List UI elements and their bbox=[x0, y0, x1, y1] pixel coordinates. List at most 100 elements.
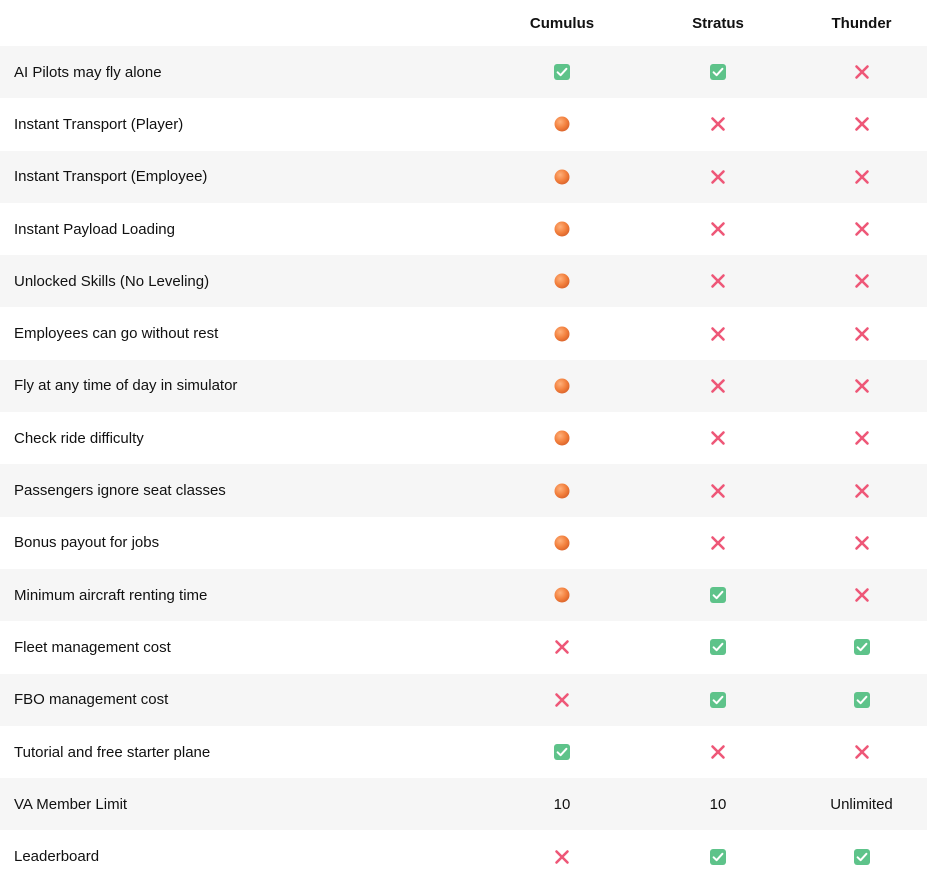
table-row: Unlocked Skills (No Leveling) bbox=[0, 255, 927, 308]
table-row: Passengers ignore seat classes bbox=[0, 464, 927, 517]
cross-icon bbox=[854, 745, 869, 759]
cell-thunder bbox=[796, 377, 927, 395]
cell-cumulus bbox=[484, 220, 640, 238]
cross-icon bbox=[555, 849, 569, 864]
feature-label: Passengers ignore seat classes bbox=[14, 482, 226, 500]
cross-icon bbox=[854, 588, 869, 602]
table-header-row: Cumulus Stratus Thunder bbox=[0, 0, 927, 46]
feature-label: Fleet management cost bbox=[14, 638, 171, 656]
cross-icon bbox=[711, 117, 725, 132]
table-row: Tutorial and free starter plane bbox=[0, 726, 927, 778]
feature-label: Leaderboard bbox=[14, 848, 100, 866]
cell-stratus bbox=[640, 534, 796, 552]
cell-value: Unlimited bbox=[830, 795, 893, 813]
table-row: Fleet management cost bbox=[0, 621, 927, 673]
cell-cumulus bbox=[484, 63, 640, 81]
cell-stratus bbox=[640, 482, 796, 500]
cell-thunder bbox=[796, 691, 927, 709]
cross-icon bbox=[854, 274, 869, 289]
cross-icon bbox=[854, 536, 869, 550]
cell-cumulus: 10 bbox=[484, 796, 640, 813]
cross-icon bbox=[555, 640, 569, 655]
table-row: AI Pilots may fly alone bbox=[0, 46, 927, 99]
orange-circle-icon bbox=[554, 378, 570, 394]
cell-thunder bbox=[796, 168, 927, 186]
orange-circle-icon bbox=[554, 430, 570, 446]
feature-label: FBO management cost bbox=[14, 691, 169, 709]
cell-thunder: Unlimited bbox=[796, 796, 927, 813]
cell-stratus bbox=[640, 691, 796, 709]
feature-label: Instant Payload Loading bbox=[14, 220, 175, 238]
feature-label: Check ride difficulty bbox=[14, 429, 144, 447]
cell-stratus bbox=[640, 429, 796, 447]
feature-label: VA Member Limit bbox=[14, 795, 128, 813]
cross-icon bbox=[854, 222, 869, 236]
cell-thunder bbox=[796, 220, 927, 238]
column-header-cumulus: Cumulus bbox=[529, 14, 595, 32]
orange-circle-icon bbox=[554, 587, 570, 603]
cell-cumulus bbox=[484, 377, 640, 395]
cross-icon bbox=[711, 745, 725, 759]
check-icon bbox=[853, 848, 870, 865]
cross-icon bbox=[555, 692, 569, 707]
table-row: Leaderboard bbox=[0, 830, 927, 882]
check-icon bbox=[853, 639, 870, 656]
cell-stratus bbox=[640, 848, 796, 866]
cell-stratus bbox=[640, 168, 796, 186]
feature-label: Tutorial and free starter plane bbox=[14, 743, 211, 761]
table-row: Check ride difficulty bbox=[0, 412, 927, 464]
cell-stratus bbox=[640, 325, 796, 343]
table-row: VA Member Limit 10 10 Unlimited bbox=[0, 778, 927, 831]
cell-cumulus bbox=[484, 429, 640, 447]
cell-cumulus bbox=[484, 168, 640, 186]
cell-value: 10 bbox=[553, 795, 571, 813]
cell-cumulus bbox=[484, 115, 640, 133]
cell-cumulus bbox=[484, 482, 640, 500]
cell-thunder bbox=[796, 482, 927, 500]
check-icon bbox=[710, 587, 726, 604]
cell-stratus bbox=[640, 743, 796, 761]
cell-cumulus bbox=[484, 586, 640, 604]
cross-icon bbox=[854, 379, 869, 393]
cross-icon bbox=[711, 536, 725, 550]
cell-thunder bbox=[796, 586, 927, 604]
cross-icon bbox=[711, 222, 725, 236]
cell-thunder bbox=[796, 429, 927, 447]
table-row: Employees can go without rest bbox=[0, 307, 927, 359]
column-header-stratus: Stratus bbox=[692, 14, 744, 32]
cell-stratus bbox=[640, 220, 796, 238]
check-icon bbox=[710, 64, 726, 81]
cell-stratus bbox=[640, 272, 796, 290]
cross-icon bbox=[854, 117, 869, 132]
table-row: Instant Transport (Employee) bbox=[0, 150, 927, 203]
column-header-thunder: Thunder bbox=[831, 14, 892, 32]
table-row: Instant Payload Loading bbox=[0, 203, 927, 255]
cross-icon bbox=[854, 326, 869, 341]
cross-icon bbox=[711, 483, 725, 498]
cell-stratus bbox=[640, 115, 796, 133]
feature-label: Fly at any time of day in simulator bbox=[14, 377, 238, 395]
feature-label: AI Pilots may fly alone bbox=[14, 63, 162, 81]
cross-icon bbox=[711, 169, 725, 184]
cell-cumulus bbox=[484, 325, 640, 343]
feature-label: Employees can go without rest bbox=[14, 325, 219, 343]
cell-stratus: 10 bbox=[640, 796, 796, 813]
check-icon bbox=[853, 691, 870, 708]
check-icon bbox=[710, 691, 726, 708]
orange-circle-icon bbox=[554, 535, 570, 551]
cross-icon bbox=[854, 169, 869, 184]
orange-circle-icon bbox=[554, 221, 570, 237]
cross-icon bbox=[854, 65, 869, 79]
check-icon bbox=[710, 639, 726, 656]
cell-value: 10 bbox=[709, 795, 727, 813]
cell-thunder bbox=[796, 272, 927, 290]
cross-icon bbox=[711, 326, 725, 341]
cell-cumulus bbox=[484, 743, 640, 761]
table-row: FBO management cost bbox=[0, 673, 927, 726]
cross-icon bbox=[711, 431, 725, 446]
orange-circle-icon bbox=[554, 169, 570, 185]
feature-label: Instant Transport (Player) bbox=[14, 115, 184, 133]
cell-stratus bbox=[640, 586, 796, 604]
cross-icon bbox=[854, 483, 869, 498]
